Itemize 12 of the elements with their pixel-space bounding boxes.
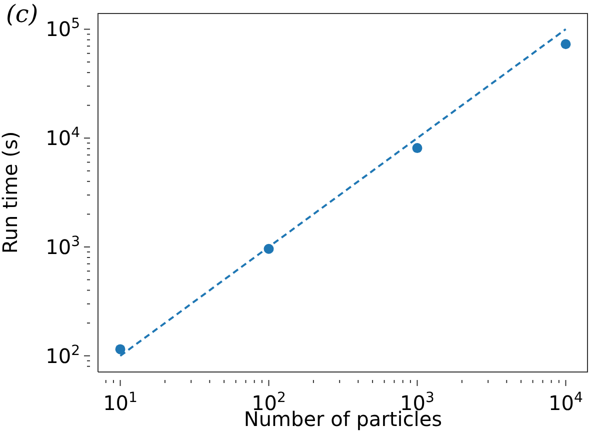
- y-tick-label: 10$^{5}$: [46, 16, 80, 42]
- x-tick-label: 10$^{1}$: [103, 390, 138, 415]
- chart-title: (c): [6, 0, 38, 28]
- point: [412, 143, 422, 154]
- point: [560, 39, 571, 50]
- y-tick-label: 10$^{2}$: [46, 342, 80, 368]
- x-tick-label: 10$^{4}$: [548, 390, 583, 415]
- point: [115, 344, 126, 354]
- y-tick-label: 10$^{3}$: [46, 234, 80, 259]
- y-axis-title: Run time (s): [0, 131, 22, 254]
- y-tick-label: 10$^{4}$: [46, 125, 80, 150]
- point: [264, 244, 274, 254]
